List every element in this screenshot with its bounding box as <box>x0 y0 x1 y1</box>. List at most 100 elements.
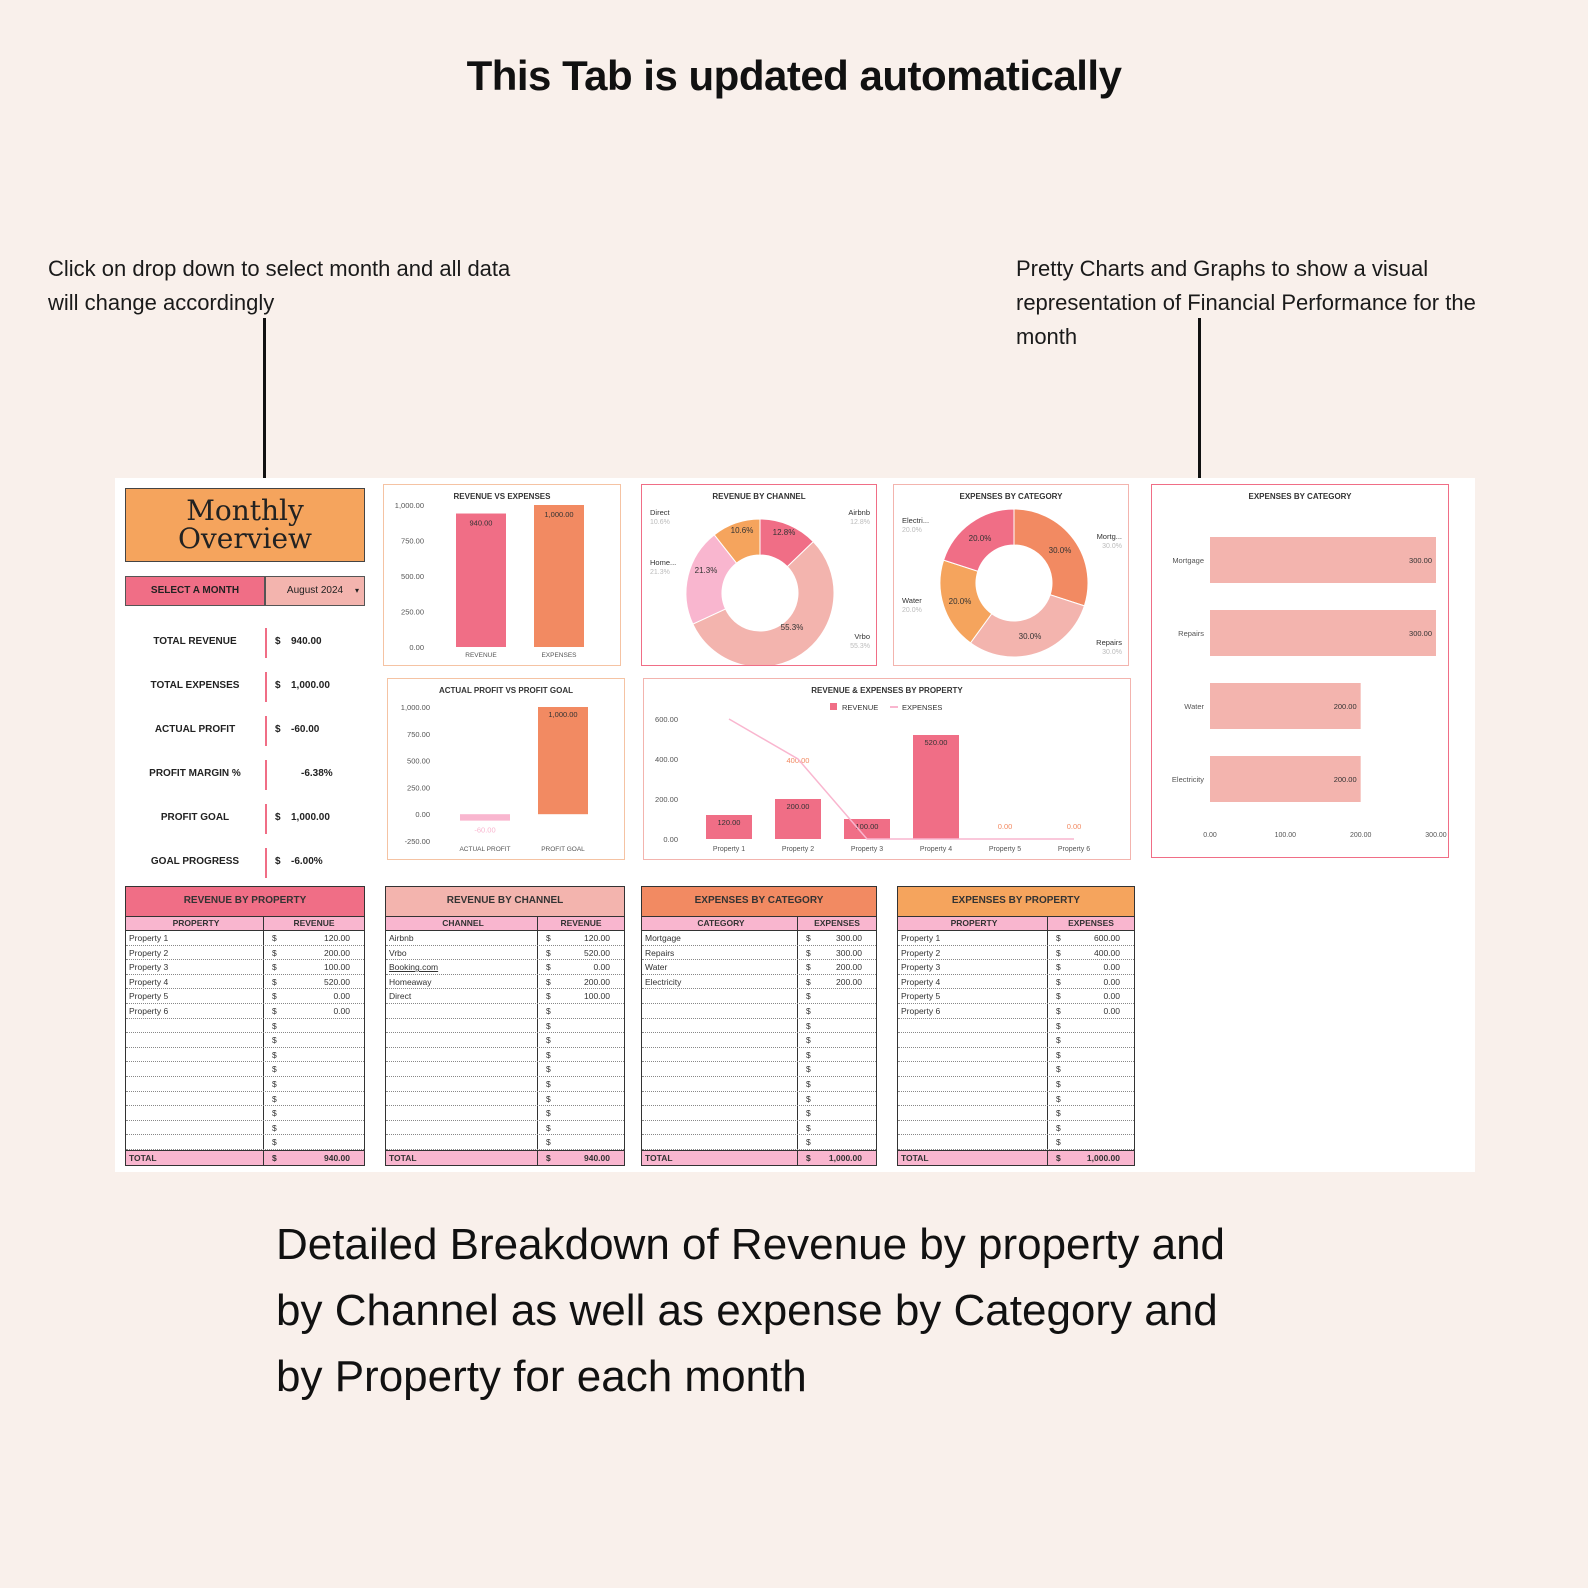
row-amount[interactable] <box>278 1077 364 1091</box>
table-row[interactable]: $ <box>642 1018 876 1034</box>
row-label[interactable] <box>386 1003 538 1018</box>
row-amount[interactable]: 120.00 <box>584 933 610 943</box>
row-label[interactable] <box>642 1091 798 1106</box>
table-row[interactable]: $ <box>642 1076 876 1092</box>
row-amount[interactable] <box>552 1135 624 1149</box>
table-row[interactable]: Property 3 $100.00 <box>126 960 364 975</box>
row-label[interactable] <box>642 1106 798 1120</box>
row-amount[interactable] <box>278 1106 364 1120</box>
row-amount[interactable] <box>552 1004 624 1018</box>
row-amount[interactable]: 0.00 <box>333 1005 350 1016</box>
table-row[interactable]: Booking.com $0.00 <box>386 960 624 975</box>
table-row[interactable]: $ <box>126 1120 364 1136</box>
row-amount[interactable]: 300.00 <box>836 947 862 958</box>
row-label[interactable]: Property 3 <box>126 960 264 974</box>
row-amount[interactable] <box>552 1077 624 1091</box>
table-row[interactable]: Direct $100.00 <box>386 989 624 1004</box>
table-row[interactable]: $ <box>386 1120 624 1136</box>
row-label[interactable]: Property 1 <box>126 931 264 945</box>
table-row[interactable]: $ <box>126 1091 364 1107</box>
table-row[interactable]: Property 3 $0.00 <box>898 960 1134 975</box>
row-label[interactable] <box>126 1076 264 1091</box>
table-row[interactable]: $ <box>898 1076 1134 1092</box>
row-label[interactable]: Property 4 <box>126 974 264 989</box>
row-label[interactable]: Direct <box>386 989 538 1003</box>
table-row[interactable]: $ <box>386 1091 624 1107</box>
row-label[interactable] <box>126 1062 264 1076</box>
table-row[interactable]: $ <box>642 1033 876 1048</box>
table-row[interactable]: $ <box>126 1106 364 1121</box>
row-label[interactable]: Water <box>642 960 798 974</box>
row-label[interactable] <box>642 1047 798 1062</box>
row-label[interactable]: Homeaway <box>386 974 538 989</box>
row-amount[interactable] <box>278 1121 364 1135</box>
row-amount[interactable]: 520.00 <box>324 976 350 987</box>
table-row[interactable]: $ <box>126 1062 364 1077</box>
row-amount[interactable]: 200.00 <box>836 962 862 973</box>
table-row[interactable]: Homeaway $200.00 <box>386 974 624 990</box>
table-row[interactable]: $ <box>386 1076 624 1092</box>
row-amount[interactable] <box>812 1106 876 1120</box>
row-label[interactable]: Property 5 <box>898 989 1048 1003</box>
row-label[interactable]: Property 6 <box>898 1003 1048 1018</box>
row-amount[interactable] <box>812 1004 876 1018</box>
row-amount[interactable] <box>552 1019 624 1033</box>
table-row[interactable]: Repairs $300.00 <box>642 945 876 961</box>
table-row[interactable]: $ <box>126 1047 364 1063</box>
row-amount[interactable] <box>552 1033 624 1047</box>
row-label[interactable]: Property 5 <box>126 989 264 1003</box>
row-label[interactable] <box>642 1033 798 1047</box>
table-row[interactable]: $ <box>126 1135 364 1150</box>
table-row[interactable]: $ <box>386 1106 624 1121</box>
row-label[interactable]: Property 3 <box>898 960 1048 974</box>
row-label[interactable] <box>898 1091 1048 1106</box>
row-amount[interactable]: 300.00 <box>836 933 862 943</box>
table-row[interactable]: $ <box>642 1003 876 1019</box>
row-label[interactable]: Property 1 <box>898 931 1048 945</box>
row-label[interactable] <box>386 1047 538 1062</box>
row-label[interactable] <box>126 1091 264 1106</box>
row-label[interactable] <box>386 1106 538 1120</box>
row-amount[interactable] <box>278 1033 364 1047</box>
table-row[interactable]: $ <box>642 989 876 1004</box>
row-label[interactable] <box>126 1018 264 1033</box>
table-row[interactable]: Water $200.00 <box>642 960 876 975</box>
row-amount[interactable] <box>812 1033 876 1047</box>
table-row[interactable]: $ <box>898 1091 1134 1107</box>
row-label[interactable]: Mortgage <box>642 931 798 945</box>
dropdown-arrow-icon[interactable]: ▾ <box>354 586 359 595</box>
table-row[interactable]: $ <box>386 1135 624 1150</box>
table-row[interactable]: $ <box>642 1047 876 1063</box>
table-row[interactable]: Property 2 $400.00 <box>898 945 1134 961</box>
row-amount[interactable] <box>278 1062 364 1076</box>
row-amount[interactable] <box>1062 1135 1134 1149</box>
table-row[interactable]: Property 1 $600.00 <box>898 931 1134 946</box>
row-label[interactable] <box>642 1003 798 1018</box>
table-row[interactable]: $ <box>898 1062 1134 1077</box>
table-row[interactable]: Property 4 $520.00 <box>126 974 364 990</box>
row-label[interactable] <box>386 1033 538 1047</box>
row-amount[interactable] <box>812 1062 876 1076</box>
row-amount[interactable] <box>812 1121 876 1135</box>
table-row[interactable]: $ <box>898 1135 1134 1150</box>
table-row[interactable]: Property 5 $0.00 <box>898 989 1134 1004</box>
row-amount[interactable] <box>1062 1077 1134 1091</box>
row-amount[interactable]: 120.00 <box>324 933 350 943</box>
row-amount[interactable]: 0.00 <box>333 991 350 1002</box>
row-amount[interactable] <box>1062 1121 1134 1135</box>
row-label[interactable] <box>898 1018 1048 1033</box>
table-row[interactable]: Electricity $200.00 <box>642 974 876 990</box>
row-label[interactable] <box>386 1076 538 1091</box>
row-amount[interactable]: 200.00 <box>836 976 862 987</box>
row-amount[interactable] <box>278 1135 364 1149</box>
table-row[interactable]: $ <box>642 1062 876 1077</box>
table-row[interactable]: $ <box>898 1018 1134 1034</box>
row-amount[interactable] <box>552 1106 624 1120</box>
row-label[interactable] <box>898 1047 1048 1062</box>
month-dropdown[interactable]: August 2024 ▾ <box>265 576 365 606</box>
row-amount[interactable] <box>552 1092 624 1106</box>
row-label[interactable] <box>898 1062 1048 1076</box>
row-amount[interactable] <box>278 1048 364 1062</box>
table-row[interactable]: $ <box>386 1062 624 1077</box>
table-row[interactable]: $ <box>126 1076 364 1092</box>
